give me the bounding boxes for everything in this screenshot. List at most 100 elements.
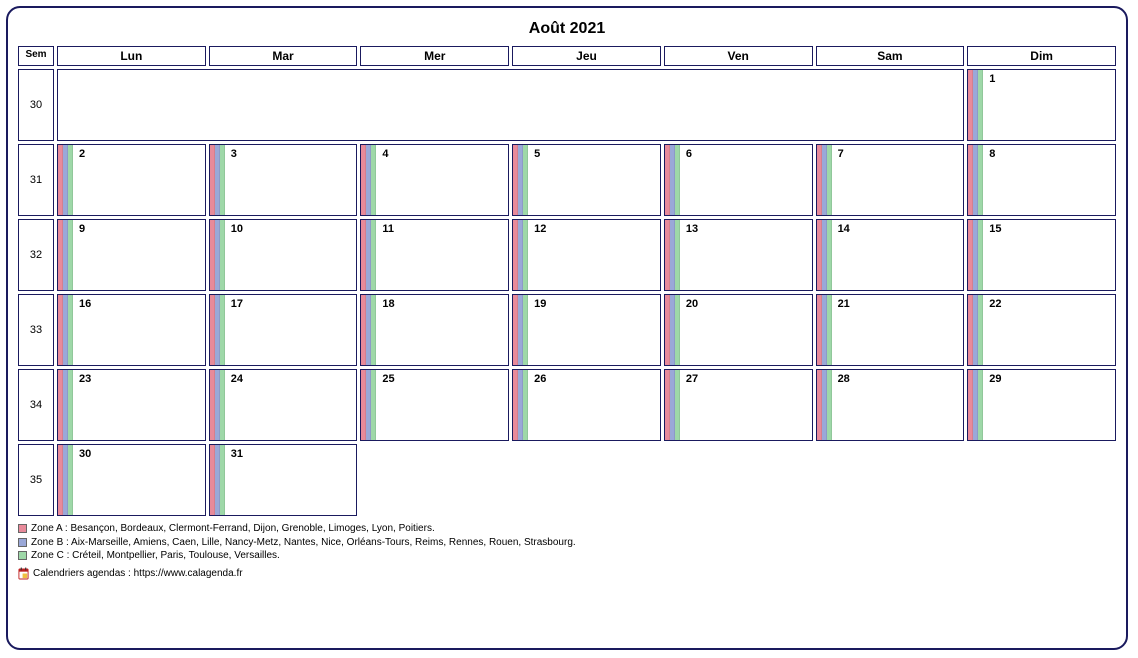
day-number: 27 [680,370,698,440]
day-cell: 9 [57,219,206,291]
calendar-grid: Sem Lun Mar Mer Jeu Ven Sam Dim 30131234… [18,46,1116,516]
zone-stripes [361,370,376,440]
day-cell: 16 [57,294,206,366]
day-cell: 28 [816,369,965,441]
day-cell: 8 [967,144,1116,216]
day-cell: 11 [360,219,509,291]
day-number: 26 [528,370,546,440]
day-cell: 17 [209,294,358,366]
calendar-icon [18,567,29,580]
day-cell: 21 [816,294,965,366]
day-cell: 15 [967,219,1116,291]
header-day-lun: Lun [57,46,206,66]
legend-row-c: Zone C : Créteil, Montpellier, Paris, To… [18,549,1116,563]
day-number: 14 [832,220,850,290]
day-number: 5 [528,145,540,215]
footer: Calendriers agendas : https://www.calage… [18,567,1116,580]
zone-stripes [968,295,983,365]
day-cell: 26 [512,369,661,441]
header-day-mer: Mer [360,46,509,66]
empty-cell [512,444,661,516]
zone-stripes [665,145,680,215]
empty-cell [816,444,965,516]
day-cell: 29 [967,369,1116,441]
day-cell: 22 [967,294,1116,366]
legend-swatch-a [18,524,27,533]
week-number-cell: 32 [18,219,54,291]
header-day-dim: Dim [967,46,1116,66]
zone-stripes [513,220,528,290]
day-cell: 27 [664,369,813,441]
day-number: 17 [225,295,243,365]
week-number-cell: 30 [18,69,54,141]
day-number: 21 [832,295,850,365]
zone-stripes [210,295,225,365]
legend-text-c: Zone C : Créteil, Montpellier, Paris, To… [31,549,280,563]
zone-stripes [361,220,376,290]
day-cell: 14 [816,219,965,291]
day-number: 22 [983,295,1001,365]
zone-stripes [665,295,680,365]
day-number: 11 [376,220,394,290]
day-cell: 24 [209,369,358,441]
zone-stripes [817,295,832,365]
zone-stripes [210,445,225,515]
day-cell: 18 [360,294,509,366]
day-number: 20 [680,295,698,365]
calendar-frame: Août 2021 Sem Lun Mar Mer Jeu Ven Sam Di… [6,6,1128,650]
legend-text-a: Zone A : Besançon, Bordeaux, Clermont-Fe… [31,522,435,536]
legend-row-b: Zone B : Aix-Marseille, Amiens, Caen, Li… [18,536,1116,550]
day-number: 15 [983,220,1001,290]
zone-stripes [968,145,983,215]
day-cell: 30 [57,444,206,516]
day-cell: 20 [664,294,813,366]
zone-stripes [665,220,680,290]
week-number-cell: 35 [18,444,54,516]
zone-stripes [817,370,832,440]
day-cell: 19 [512,294,661,366]
week-number-cell: 34 [18,369,54,441]
zone-stripes [210,370,225,440]
day-number: 7 [832,145,844,215]
day-cell: 5 [512,144,661,216]
day-number: 12 [528,220,546,290]
zone-stripes [968,220,983,290]
zone-stripes [968,370,983,440]
zone-stripes [665,370,680,440]
day-cell: 4 [360,144,509,216]
day-cell: 13 [664,219,813,291]
zone-stripes [210,145,225,215]
zone-stripes [58,220,73,290]
legend-swatch-b [18,538,27,547]
day-number: 6 [680,145,692,215]
zone-stripes [968,70,983,140]
day-number: 10 [225,220,243,290]
day-cell: 6 [664,144,813,216]
header-day-sam: Sam [816,46,965,66]
header-day-mar: Mar [209,46,358,66]
empty-cell [967,444,1116,516]
zone-stripes [361,295,376,365]
day-number: 13 [680,220,698,290]
day-cell: 3 [209,144,358,216]
day-cell: 1 [967,69,1116,141]
day-number: 19 [528,295,546,365]
day-number: 4 [376,145,388,215]
header-day-ven: Ven [664,46,813,66]
day-cell: 23 [57,369,206,441]
header-sem: Sem [18,46,54,66]
zone-stripes [513,295,528,365]
empty-cell [360,444,509,516]
day-number: 16 [73,295,91,365]
day-cell: 10 [209,219,358,291]
day-number: 2 [73,145,85,215]
day-number: 28 [832,370,850,440]
day-number: 23 [73,370,91,440]
week-number-cell: 31 [18,144,54,216]
day-number: 30 [73,445,91,515]
legend-swatch-c [18,551,27,560]
zone-stripes [58,370,73,440]
day-number: 25 [376,370,394,440]
zone-stripes [58,445,73,515]
day-cell: 7 [816,144,965,216]
